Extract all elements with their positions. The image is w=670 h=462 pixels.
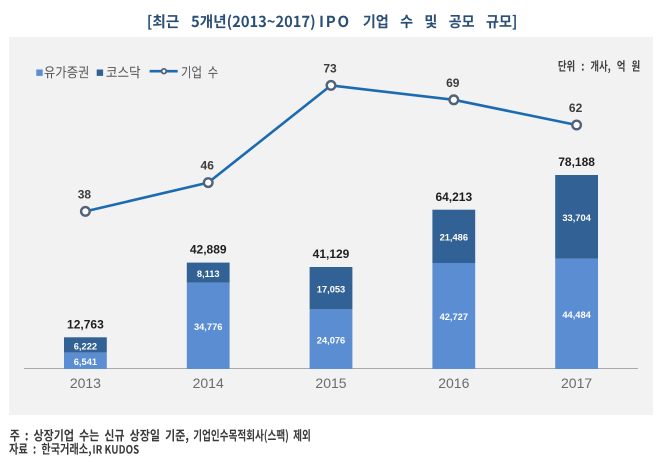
svg-text:44,484: 44,484: [562, 310, 591, 320]
svg-text:62: 62: [569, 101, 583, 115]
svg-text:2017: 2017: [561, 375, 592, 391]
svg-text:24,076: 24,076: [317, 335, 345, 345]
svg-text:2013: 2013: [70, 375, 101, 391]
svg-text:12,763: 12,763: [67, 317, 104, 331]
svg-text:46: 46: [201, 159, 215, 173]
svg-text:64,213: 64,213: [435, 190, 472, 204]
svg-text:41,129: 41,129: [313, 247, 350, 261]
svg-text:17,053: 17,053: [317, 284, 345, 294]
svg-text:6,222: 6,222: [74, 341, 97, 351]
svg-text:8,113: 8,113: [197, 269, 220, 279]
svg-text:42,889: 42,889: [190, 243, 227, 257]
svg-text:73: 73: [323, 61, 337, 75]
svg-text:38: 38: [78, 187, 92, 201]
svg-text:6,541: 6,541: [74, 357, 97, 367]
svg-text:21,486: 21,486: [440, 233, 468, 243]
svg-text:78,188: 78,188: [558, 155, 595, 169]
svg-text:33,704: 33,704: [562, 213, 591, 223]
svg-text:2016: 2016: [438, 375, 469, 391]
svg-text:2014: 2014: [193, 375, 224, 391]
svg-text:42,727: 42,727: [440, 312, 468, 322]
svg-text:69: 69: [446, 76, 460, 90]
svg-text:2015: 2015: [315, 375, 346, 391]
svg-text:34,776: 34,776: [194, 322, 222, 332]
